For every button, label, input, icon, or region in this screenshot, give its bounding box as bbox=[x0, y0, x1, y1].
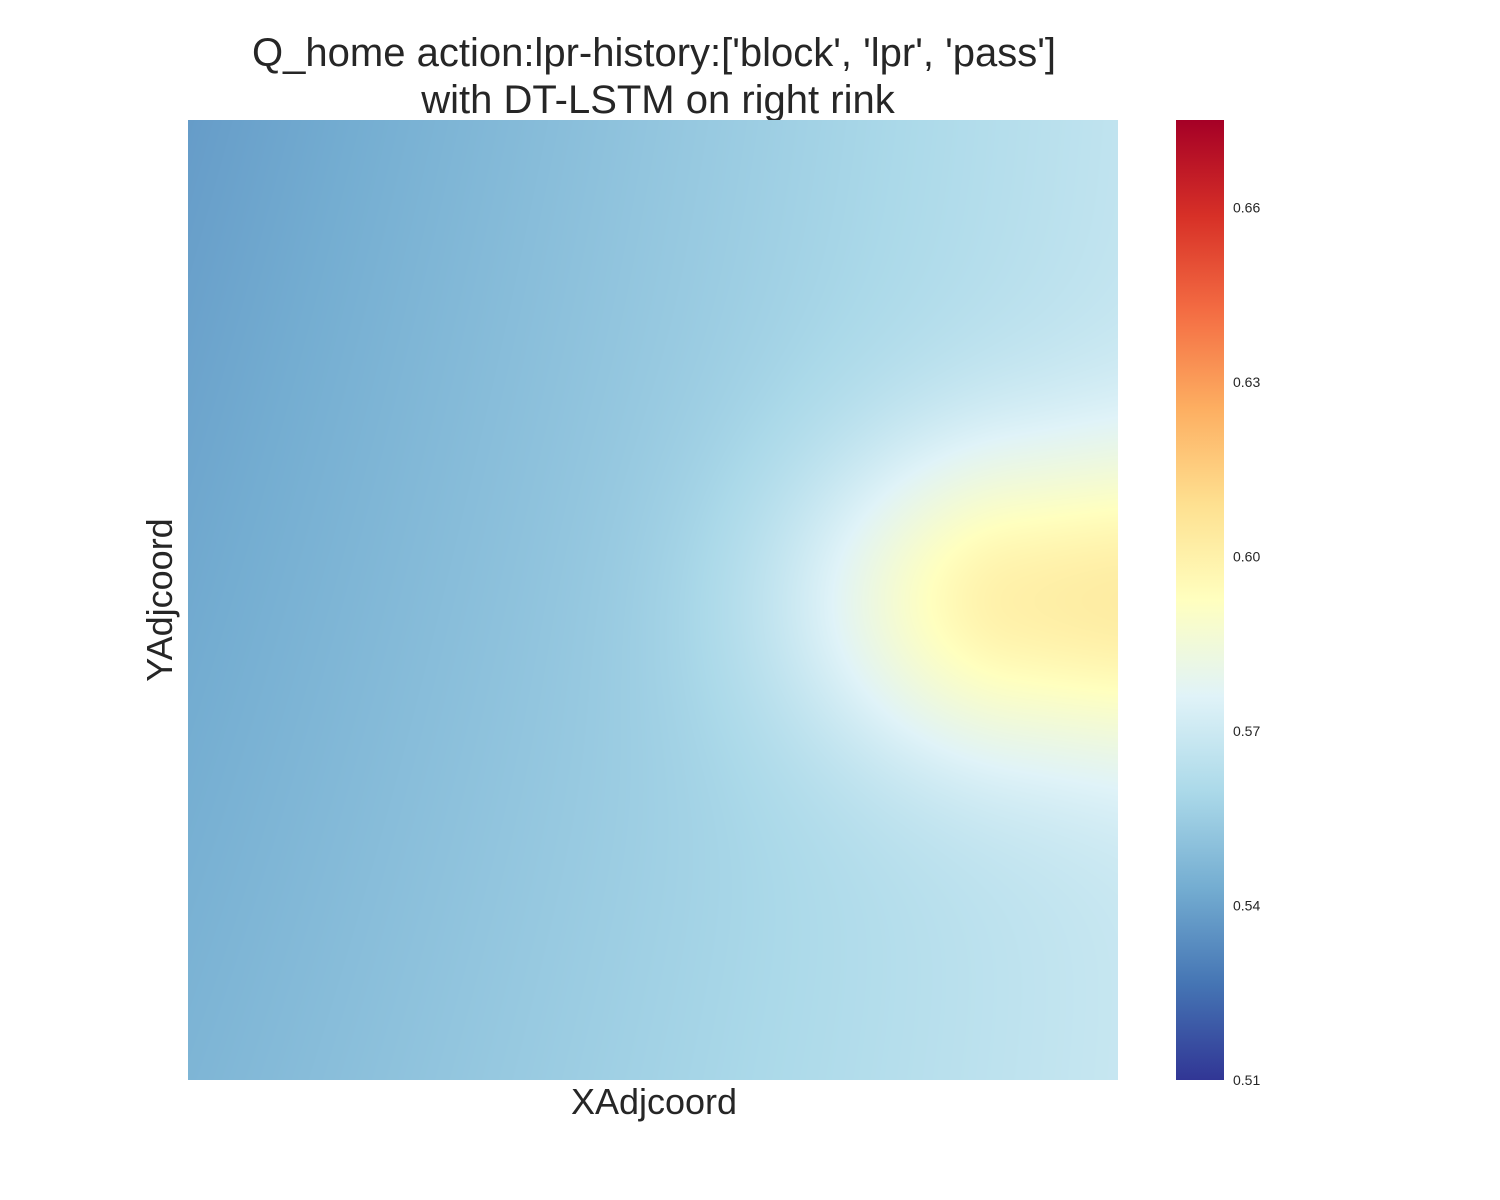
chart-title-line-2: with DT-LSTM on right rink bbox=[420, 78, 895, 122]
heatmap-canvas bbox=[188, 120, 1118, 1080]
colorbar-tick-label: 0.66 bbox=[1233, 199, 1260, 215]
colorbar-tick-label: 0.51 bbox=[1233, 1072, 1260, 1088]
colorbar-tick-label: 0.60 bbox=[1233, 548, 1260, 564]
heatmap-area bbox=[188, 120, 1118, 1080]
colorbar-tick-label: 0.54 bbox=[1233, 897, 1260, 913]
colorbar-tick-label: 0.57 bbox=[1233, 723, 1260, 739]
chart-title-line-1: Q_home action:lpr-history:['block', 'lpr… bbox=[252, 31, 1056, 75]
colorbar-ticks: 0.51 0.54 0.57 0.60 0.63 0.66 bbox=[1233, 199, 1260, 1088]
colorbar-tick-label: 0.63 bbox=[1233, 374, 1260, 390]
colorbar bbox=[1176, 120, 1224, 1080]
x-axis-label: XAdjcoord bbox=[571, 1081, 737, 1122]
y-axis-label: YAdjcoord bbox=[139, 518, 180, 681]
